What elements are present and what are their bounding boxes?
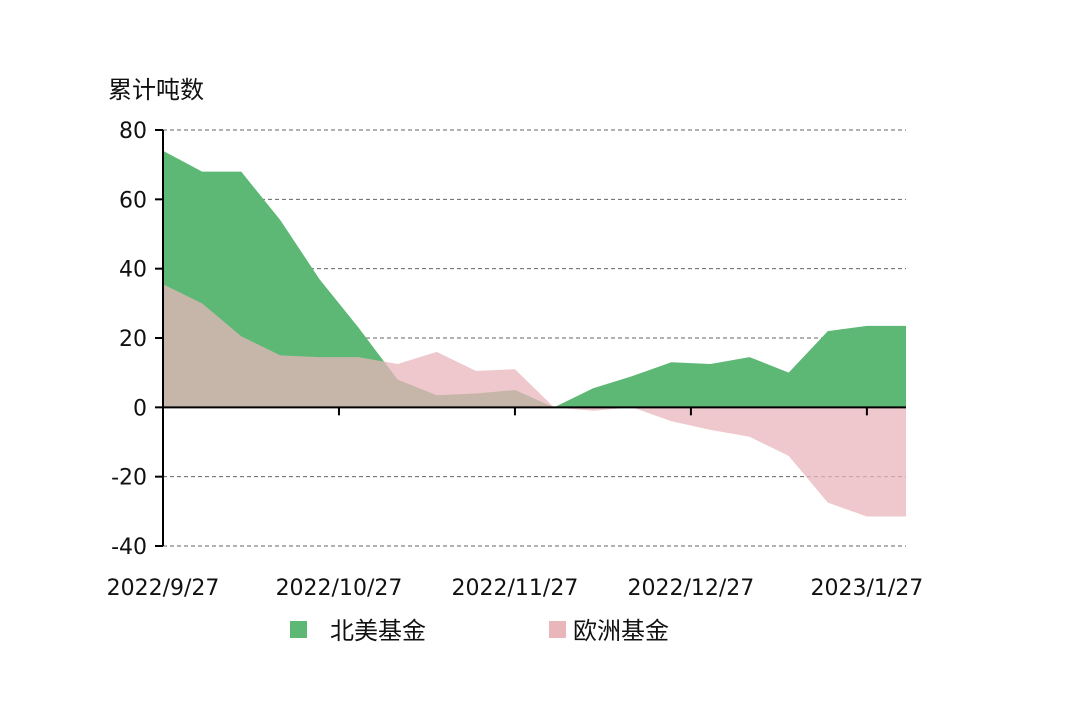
legend-label-north-america: 北美基金 (330, 617, 426, 645)
legend: 北美基金 欧洲基金 (290, 617, 669, 645)
y-axis-title: 累计吨数 (108, 76, 204, 104)
y-tick-label: 80 (119, 119, 147, 144)
y-tick-label: 40 (119, 258, 147, 283)
area-north-america-fund (163, 150, 906, 408)
axes: 80 60 40 20 0 -20 -40 2022/9/27 2022/10/27 2022/1… (107, 119, 924, 601)
area-series (163, 150, 906, 517)
legend-swatch-europe (549, 621, 566, 638)
y-tick-label: 20 (119, 327, 147, 352)
x-tick-label: 2022/9/27 (107, 576, 220, 601)
area-europe-fund (163, 284, 906, 517)
y-tick-label: 0 (133, 396, 147, 421)
legend-swatch-north-america (290, 621, 307, 638)
x-tick-label: 2023/1/27 (810, 576, 923, 601)
grid-lines (163, 129, 906, 547)
y-tick-label: 60 (119, 188, 147, 213)
y-tick-label: -40 (111, 535, 147, 560)
x-tick-label: 2022/10/27 (276, 576, 403, 601)
y-tick-label: -20 (111, 466, 147, 491)
legend-label-europe: 欧洲基金 (573, 617, 669, 645)
x-tick-label: 2022/12/27 (628, 576, 755, 601)
x-tick-label: 2022/11/27 (452, 576, 579, 601)
